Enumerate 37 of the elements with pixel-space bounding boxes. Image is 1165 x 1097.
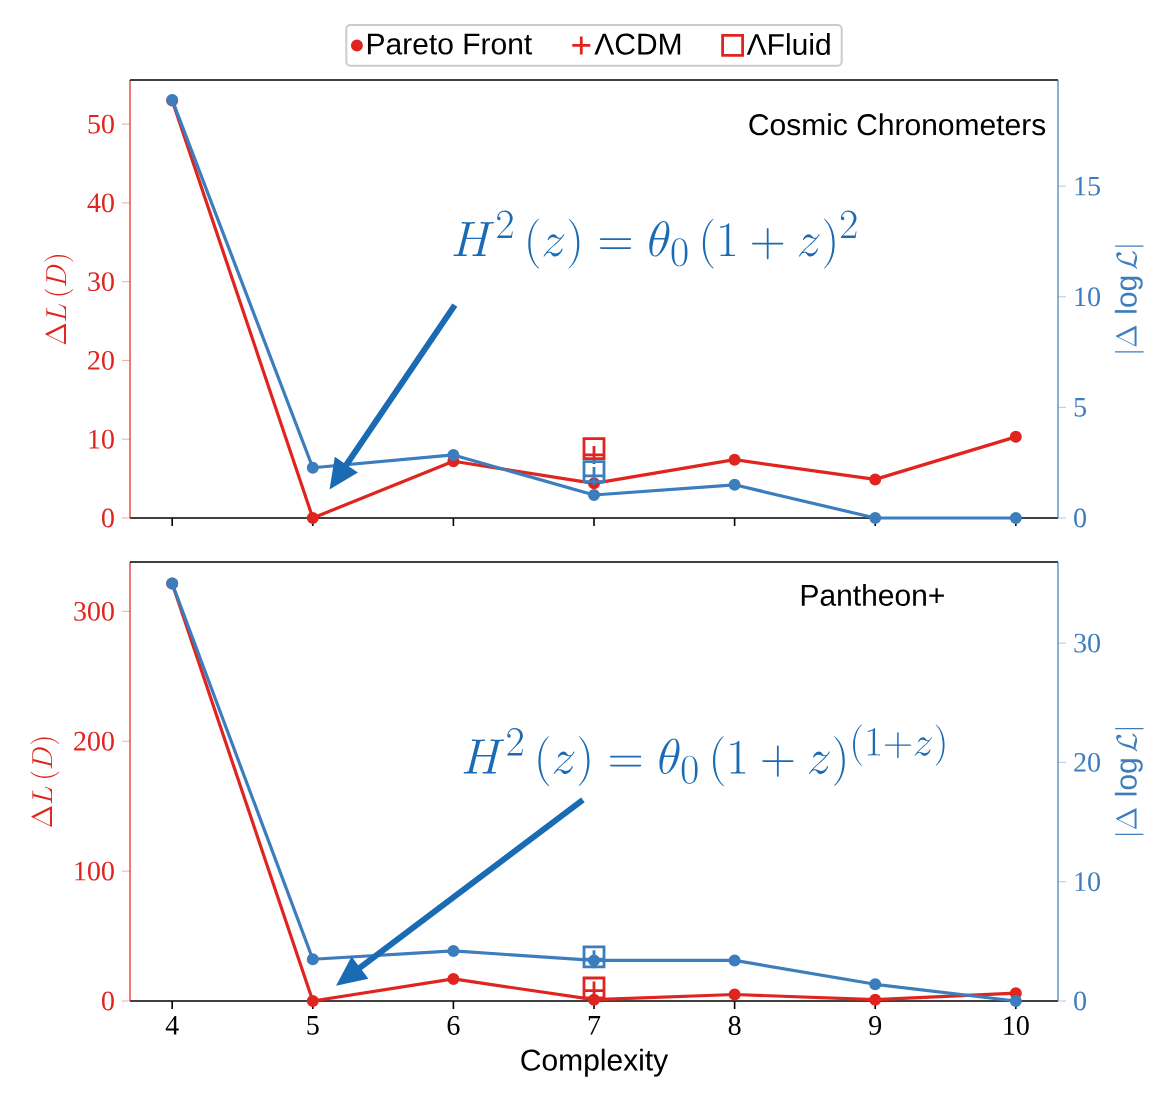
x-axis-title: Complexity: [521, 1048, 669, 1077]
y2-tick-label: 30: [1074, 633, 1100, 653]
y-tick-label: 50: [88, 114, 114, 134]
y-axis-title: $\Delta L\,(D)$: [30, 737, 60, 827]
legend-label: ΛCDM: [594, 33, 681, 55]
y2-tick-label: 0: [1074, 991, 1086, 1011]
x-tick-label: 7: [588, 1016, 601, 1035]
y2-axis-title: $|\Delta\,\log\mathcal{L}|$: [1114, 245, 1144, 353]
y-tick-label: 30: [88, 272, 114, 292]
y-tick-label: 100: [75, 861, 114, 881]
y-tick-label: 300: [74, 601, 114, 621]
y-tick-label: 0: [102, 991, 114, 1011]
x-tick-label: 5: [307, 1016, 319, 1035]
legend-label: ΛFluid: [746, 33, 830, 56]
y2-tick-label: 0: [1074, 508, 1086, 528]
annotation: $H^2\,(z) = \theta_0\,(1+z)^2$: [453, 210, 857, 269]
annotation: $H^2\,(z) = \theta_0\,(1+z)^{(1+z)}$: [463, 724, 945, 786]
y2-tick-label: 10: [1075, 872, 1100, 892]
y-tick-label: 0: [102, 508, 114, 528]
y2-axis-title: $|\Delta\,\log\mathcal{L}|$: [1114, 728, 1144, 835]
y2-tick-label: 10: [1075, 287, 1100, 307]
x-tick-label: 4: [165, 1016, 179, 1035]
text: Pantheon+: [801, 583, 944, 606]
text: Cosmic Chronometers: [749, 113, 1046, 136]
y-tick-label: 10: [89, 429, 114, 449]
x-tick-label: 10: [1004, 1016, 1029, 1035]
y-tick-label: 40: [87, 193, 114, 213]
y2-tick-label: 20: [1074, 752, 1100, 772]
y-tick-label: 20: [88, 350, 114, 370]
x-tick-label: 8: [728, 1016, 741, 1035]
y-axis-title: $\Delta L\,(D)$: [44, 255, 74, 345]
legend-label: Pareto Front: [367, 33, 533, 55]
x-tick-label: 6: [447, 1016, 460, 1035]
y-tick-label: 200: [74, 731, 114, 751]
y2-tick-label: 5: [1074, 398, 1086, 417]
x-tick-label: 9: [869, 1016, 882, 1035]
y2-tick-label: 15: [1075, 176, 1100, 196]
